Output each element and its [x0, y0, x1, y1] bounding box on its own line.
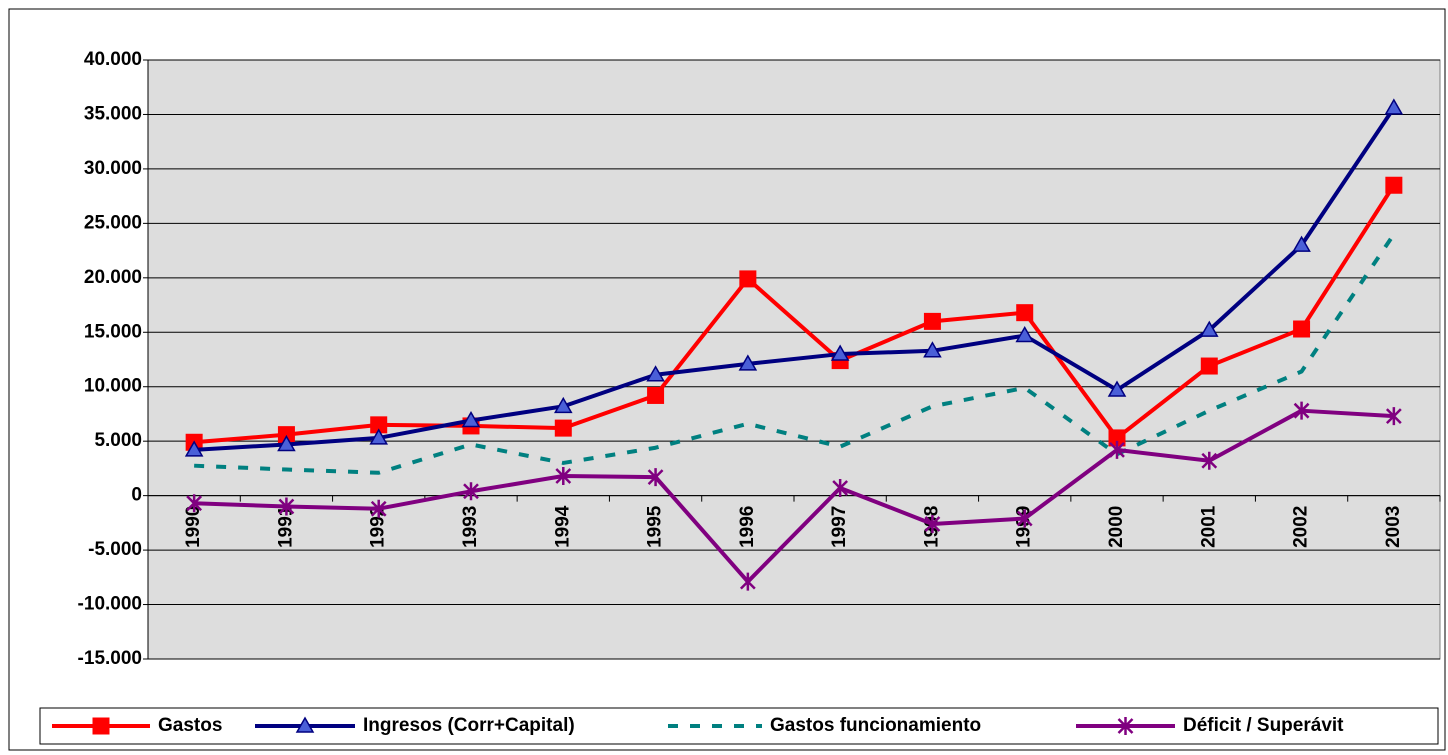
marker — [1016, 509, 1033, 528]
x-tick-label: 1996 — [737, 506, 758, 548]
y-tick-label: 0 — [131, 485, 142, 506]
y-tick-label: 5.000 — [94, 430, 142, 451]
marker — [1293, 401, 1310, 420]
series-line — [194, 106, 1396, 452]
marker — [739, 270, 757, 288]
marker — [646, 365, 665, 382]
y-tick-label: 40.000 — [84, 49, 142, 70]
y-tick-label: 35.000 — [84, 103, 142, 124]
marker — [369, 428, 389, 445]
marker — [1107, 380, 1127, 397]
marker — [1199, 320, 1219, 337]
marker — [555, 467, 572, 486]
marker — [461, 410, 481, 428]
x-tick-label: 1995 — [645, 505, 666, 548]
x-tick-label: 2001 — [1198, 505, 1219, 548]
marker — [184, 440, 204, 457]
marker — [647, 386, 665, 404]
marker — [923, 341, 942, 358]
marker — [277, 434, 296, 452]
legend-label: Ingresos (Corr+Capital) — [363, 715, 575, 736]
legend-label: Gastos — [158, 715, 222, 736]
x-tick-label: 1994 — [552, 505, 573, 548]
marker — [1385, 407, 1402, 426]
series-line — [193, 184, 1396, 445]
marker — [830, 344, 850, 361]
marker — [924, 514, 941, 533]
marker — [1109, 440, 1125, 459]
marker — [463, 482, 479, 501]
y-tick-label: 10.000 — [84, 376, 142, 397]
x-tick-label: 2003 — [1383, 506, 1404, 548]
y-tick-label: 15.000 — [84, 321, 142, 342]
marker — [92, 717, 110, 735]
marker — [554, 419, 572, 437]
marker — [1385, 176, 1403, 194]
marker — [1293, 320, 1311, 338]
marker — [923, 312, 941, 330]
marker — [738, 354, 758, 371]
marker — [1015, 326, 1035, 343]
y-tick-label: -10.000 — [78, 594, 142, 615]
marker — [295, 716, 315, 733]
legend-label: Gastos funcionamiento — [770, 715, 981, 736]
marker — [553, 396, 573, 414]
marker — [832, 479, 849, 498]
series-line — [194, 233, 1396, 475]
marker — [1201, 451, 1218, 470]
x-tick-label: 2000 — [1106, 506, 1127, 548]
marker — [739, 572, 756, 591]
series-line — [194, 408, 1394, 584]
y-tick-label: 30.000 — [84, 158, 142, 179]
marker — [1200, 357, 1218, 375]
marker — [186, 494, 203, 513]
legend-label: Déficit / Superávit — [1183, 715, 1344, 736]
x-tick-label: 1997 — [829, 506, 850, 548]
y-tick-label: -5.000 — [88, 539, 142, 560]
y-tick-label: 25.000 — [84, 212, 142, 233]
x-tick-label: 1993 — [460, 506, 481, 548]
x-tick-label: 1990 — [183, 506, 204, 548]
marker — [647, 468, 664, 487]
marker — [1292, 235, 1311, 252]
x-tick-label: 1991 — [275, 505, 296, 548]
x-tick-label: 2002 — [1291, 506, 1312, 548]
marker — [278, 497, 295, 516]
marker — [1117, 717, 1134, 735]
marker — [370, 499, 387, 518]
y-tick-label: 20.000 — [84, 267, 142, 288]
y-tick-label: -15.000 — [78, 648, 142, 669]
marker — [1016, 304, 1034, 322]
marker — [1384, 98, 1404, 115]
